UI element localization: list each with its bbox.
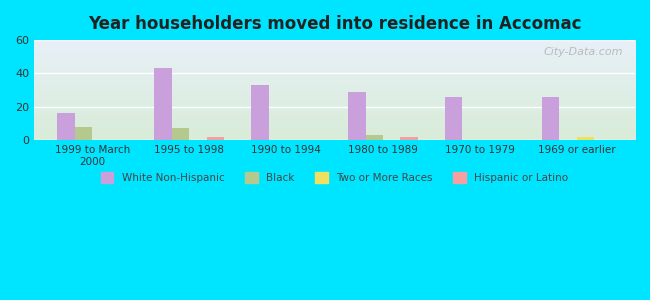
Bar (207, 137, 224, 140)
Bar (57, 113, 75, 140)
Text: City-Data.com: City-Data.com (543, 47, 623, 57)
Title: Year householders moved into residence in Accomac: Year householders moved into residence i… (88, 15, 581, 33)
Bar (577, 137, 594, 140)
Bar (400, 137, 418, 140)
Bar (251, 85, 268, 140)
Bar (172, 128, 189, 140)
Bar (154, 68, 172, 140)
Legend: White Non-Hispanic, Black, Two or More Races, Hispanic or Latino: White Non-Hispanic, Black, Two or More R… (97, 168, 573, 187)
Bar (348, 92, 365, 140)
Bar (445, 97, 462, 140)
Bar (365, 135, 383, 140)
Bar (75, 127, 92, 140)
Bar (542, 97, 560, 140)
